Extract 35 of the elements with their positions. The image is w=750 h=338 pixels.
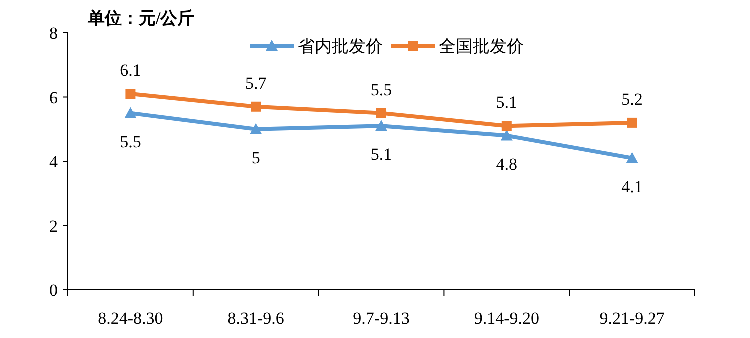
data-label: 5.7 [245,74,268,93]
y-tick-label: 4 [50,152,58,172]
text: 单位：元/公斤 [87,9,195,28]
point [124,107,137,118]
x-tick-label: 9.14-9.20 [474,309,540,328]
x-tick-label: 8.31-9.6 [228,309,284,328]
point [376,108,386,118]
point [627,118,638,128]
y-tick-label: 0 [50,281,58,300]
point [500,130,513,141]
legend-全国批发价: 全国批发价 [391,37,524,56]
data-label: 4.8 [496,154,518,174]
legend-label: 全国批发价 [439,37,524,56]
data-label: 5.1 [496,93,518,112]
y-tick-label: 8 [50,24,58,43]
point [250,123,262,134]
legend-省内批发价: 省内批发价 [250,37,383,56]
data-label: 5.1 [370,145,392,164]
legend-label: 省内批发价 [298,37,383,56]
y-tick-label: 6 [50,88,58,108]
x-tick-label: 9.7-9.13 [353,309,410,328]
data-label: 5.5 [120,132,142,152]
data-label: 5 [252,148,260,168]
point [251,102,262,112]
point [502,121,512,132]
point [126,89,136,100]
x-tick-label: 8.24-8.30 [98,309,164,328]
data-label: 4.1 [622,177,643,196]
x-tick-label: 9.21-9.27 [600,309,666,328]
data-label: 5.5 [370,80,392,100]
data-label: 5.2 [622,90,643,109]
y-tick-label: 2 [50,216,58,236]
point [626,152,638,164]
point [376,120,388,132]
data-label: 6.1 [120,61,142,80]
